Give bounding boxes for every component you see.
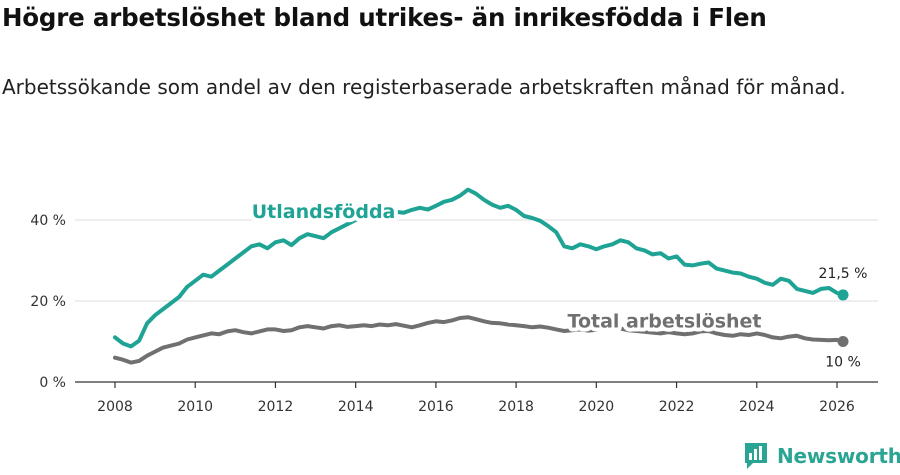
- series-name-label: Utlandsfödda: [252, 201, 396, 223]
- x-tick-label: 2024: [739, 399, 775, 415]
- end-value-label: 21,5 %: [819, 266, 868, 282]
- end-marker-total: [837, 336, 849, 347]
- series-label-halo: Utlandsfödda: [252, 201, 396, 223]
- series-lines: [113, 187, 845, 365]
- x-tick-label: 2018: [498, 399, 534, 415]
- brand-name: Newsworthy: [777, 444, 900, 468]
- x-tick-label: 2022: [659, 399, 695, 415]
- x-tick-label: 2020: [579, 399, 615, 415]
- x-tick-label: 2014: [338, 399, 374, 415]
- series-line-utlandsfodda: [113, 187, 845, 349]
- x-axis-ticks: 2008 2010 2012 2014 2016 2018 2020 2022 2024 2026: [97, 382, 855, 415]
- gridlines: [75, 219, 878, 302]
- series-label-halo: Total arbetslöshet: [568, 310, 762, 332]
- y-tick-label: 0 %: [39, 375, 66, 391]
- series-labels: 21,5 %10 %UtlandsföddaUtlandsföddaTotal …: [248, 197, 868, 371]
- x-tick-label: 2010: [177, 399, 213, 415]
- newsworthy-logo-icon: [743, 441, 769, 471]
- chart-subtitle: Arbetssökande som andel av den registerb…: [2, 75, 846, 99]
- end-marker-utlandsfodda: [837, 289, 849, 301]
- x-tick-label: 2012: [258, 399, 294, 415]
- y-tick-label: 20 %: [30, 294, 66, 310]
- y-tick-label: 40 %: [30, 213, 66, 229]
- y-axis-ticks: 0 % 20 % 40 %: [30, 213, 66, 391]
- brand-logo: Newsworthy: [743, 440, 900, 472]
- end-markers: [837, 289, 849, 347]
- series-name-label: Total arbetslöshet: [568, 310, 762, 332]
- x-tick-label: 2016: [418, 399, 454, 415]
- x-tick-label: 2026: [819, 399, 855, 415]
- chart-title: Högre arbetslöshet bland utrikes- än inr…: [2, 3, 767, 32]
- end-value-label: 10 %: [825, 355, 861, 371]
- series-line-total: [113, 315, 845, 365]
- x-tick-label: 2008: [97, 399, 133, 415]
